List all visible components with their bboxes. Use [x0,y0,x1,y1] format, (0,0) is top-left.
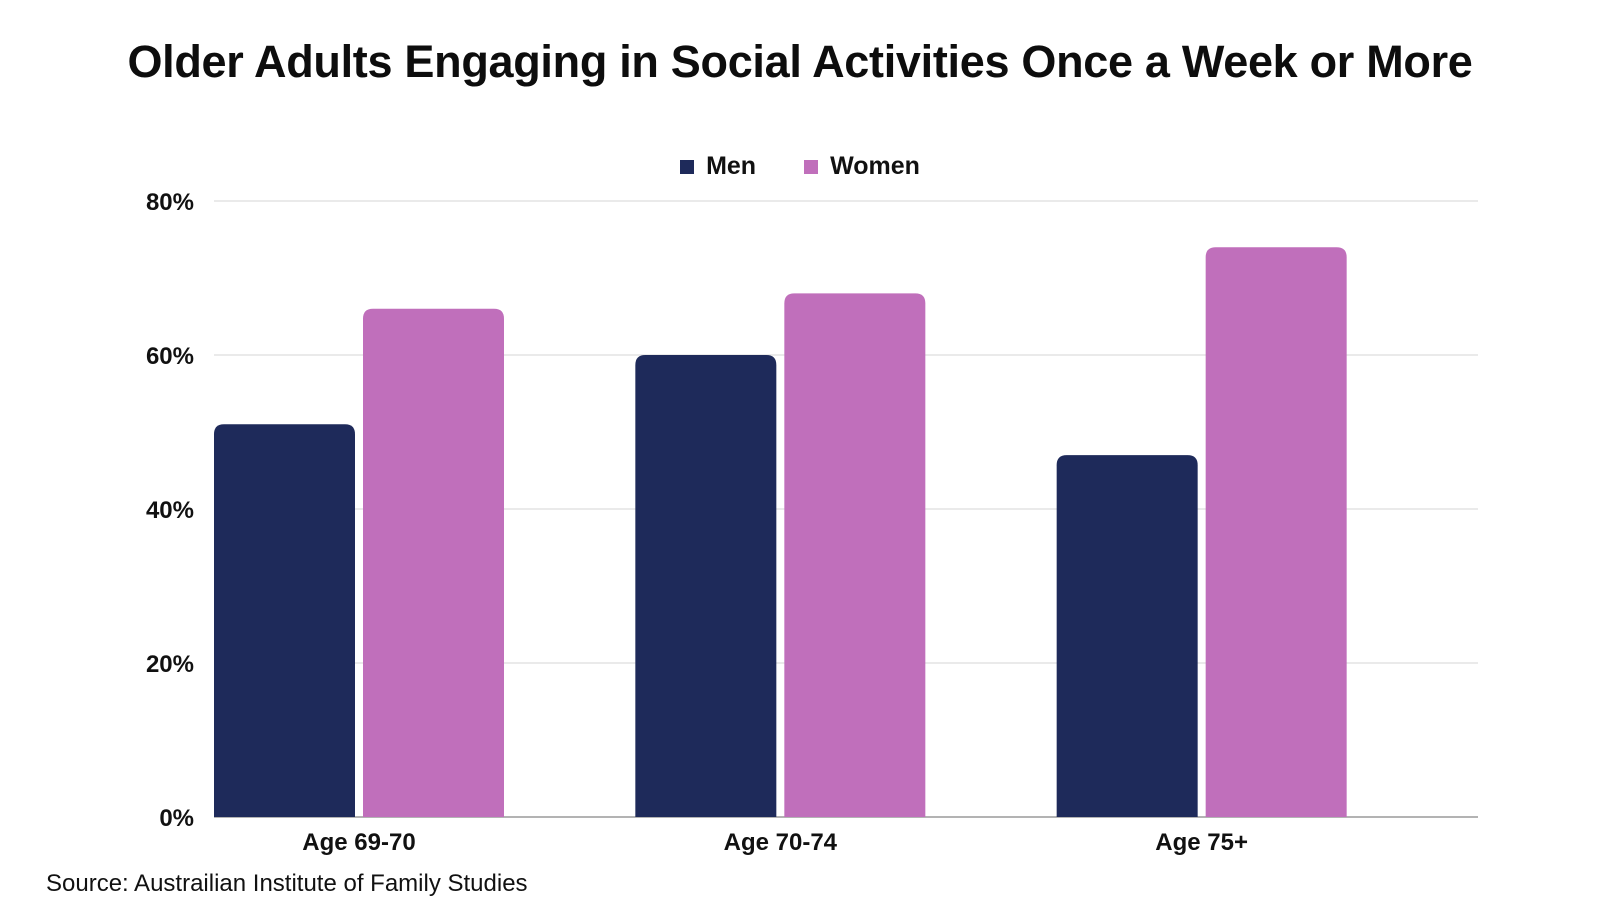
bar-women [363,308,504,817]
x-tick-label: Age 70-74 [724,829,838,856]
bar-women [1205,247,1347,817]
y-tick-label: 40% [146,497,194,524]
bar-women [784,293,926,817]
legend: Men Women [0,152,1600,181]
chart-title: Older Adults Engaging in Social Activiti… [127,36,1473,87]
bar-men [1056,455,1198,817]
legend-swatch-women [804,159,819,174]
bar-men [214,424,355,817]
legend-label-men: Men [706,152,757,180]
legend-item-women: Women [804,152,920,181]
y-tick-label: 20% [146,651,194,678]
x-tick-label: Age 69-70 [302,829,415,856]
source-note: Source: Austrailian Institute of Family … [46,870,528,897]
legend-item-men: Men [680,152,756,181]
y-tick-label: 0% [159,805,194,832]
bar-men [635,355,777,817]
y-tick-label: 80% [146,189,194,216]
legend-swatch-men [680,159,695,174]
y-tick-label: 60% [146,343,194,370]
legend-label-women: Women [830,152,920,180]
x-tick-label: Age 75+ [1155,829,1248,856]
